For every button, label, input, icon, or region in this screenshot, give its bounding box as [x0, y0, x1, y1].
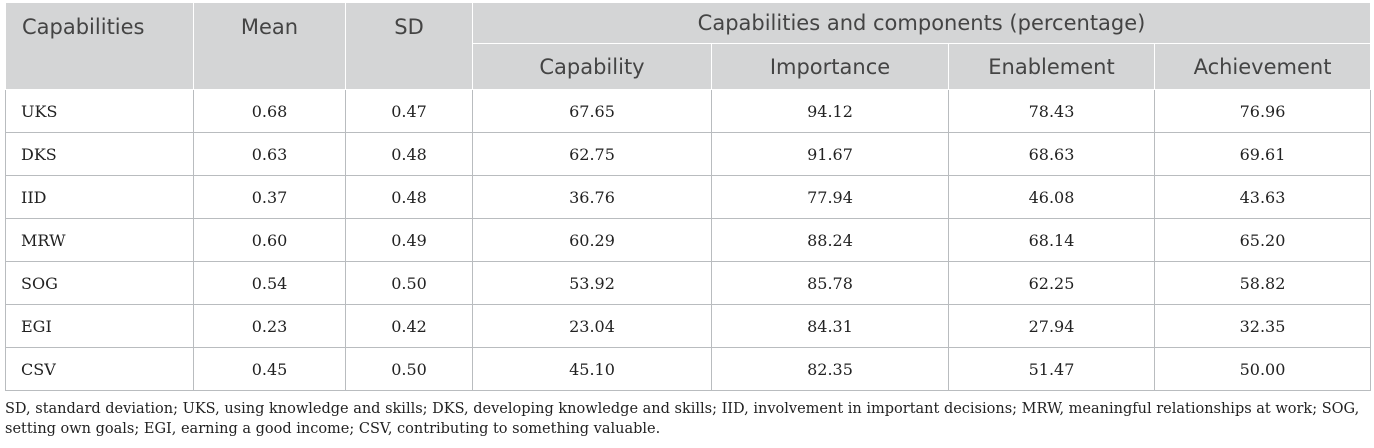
cell-sd: 0.48: [345, 175, 473, 219]
cell-capability: 45.10: [472, 347, 712, 391]
cell-sd: 0.47: [345, 89, 473, 133]
table-row: SOG 0.54 0.50 53.92 85.78 62.25 58.82: [5, 261, 1372, 305]
header-group: Capabilities and components (percentage): [471, 2, 1372, 44]
table-footnote: SD, standard deviation; UKS, using knowl…: [5, 401, 1360, 437]
table-row: EGI 0.23 0.42 23.04 84.31 27.94 32.35: [5, 304, 1372, 348]
cell-enablement: 51.47: [948, 347, 1155, 391]
table-body: UKS 0.68 0.47 67.65 94.12 78.43 76.96 DKS 0.63 0.…: [5, 89, 1372, 391]
cell-mean: 0.37: [193, 175, 346, 219]
cell-achievement: 76.96: [1153, 89, 1372, 133]
header-importance: Importance: [711, 43, 949, 90]
cell-mean: 0.23: [193, 304, 346, 348]
table-container: Capabilities Mean SD Capabilities and co…: [5, 2, 1372, 391]
header-sd: SD: [345, 2, 473, 90]
table-row: DKS 0.63 0.48 62.75 91.67 68.63 69.61: [5, 132, 1372, 176]
cell-name: MRW: [5, 218, 194, 262]
cell-achievement: 65.20: [1153, 218, 1372, 262]
table-row: MRW 0.60 0.49 60.29 88.24 68.14 65.20: [5, 218, 1372, 262]
header-capabilities: Capabilities: [5, 2, 194, 90]
cell-enablement: 27.94: [948, 304, 1155, 348]
cell-importance: 91.67: [711, 132, 949, 176]
cell-capability: 23.04: [472, 304, 712, 348]
cell-capability: 62.75: [472, 132, 712, 176]
cell-importance: 94.12: [711, 89, 949, 133]
cell-enablement: 78.43: [948, 89, 1155, 133]
table-row: CSV 0.45 0.50 45.10 82.35 51.47 50.00: [5, 347, 1372, 391]
cell-importance: 84.31: [711, 304, 949, 348]
cell-sd: 0.48: [345, 132, 473, 176]
cell-name: EGI: [5, 304, 194, 348]
cell-importance: 77.94: [711, 175, 949, 219]
header-achievement: Achievement: [1153, 43, 1372, 90]
cell-enablement: 68.63: [948, 132, 1155, 176]
cell-capability: 36.76: [472, 175, 712, 219]
table-row: IID 0.37 0.48 36.76 77.94 46.08 43.63: [5, 175, 1372, 219]
cell-mean: 0.60: [193, 218, 346, 262]
cell-name: UKS: [5, 89, 194, 133]
cell-achievement: 32.35: [1153, 304, 1372, 348]
capabilities-table: Capabilities Mean SD Capabilities and co…: [5, 2, 1372, 391]
cell-enablement: 68.14: [948, 218, 1155, 262]
cell-capability: 53.92: [472, 261, 712, 305]
cell-name: SOG: [5, 261, 194, 305]
cell-name: DKS: [5, 132, 194, 176]
cell-achievement: 43.63: [1153, 175, 1372, 219]
cell-name: IID: [5, 175, 194, 219]
cell-importance: 85.78: [711, 261, 949, 305]
header-enablement: Enablement: [948, 43, 1155, 90]
cell-importance: 88.24: [711, 218, 949, 262]
cell-capability: 60.29: [472, 218, 712, 262]
cell-sd: 0.42: [345, 304, 473, 348]
cell-mean: 0.68: [193, 89, 346, 133]
cell-enablement: 46.08: [948, 175, 1155, 219]
cell-sd: 0.50: [345, 261, 473, 305]
cell-mean: 0.54: [193, 261, 346, 305]
cell-achievement: 50.00: [1153, 347, 1372, 391]
cell-mean: 0.45: [193, 347, 346, 391]
header-capability: Capability: [472, 43, 712, 90]
cell-capability: 67.65: [472, 89, 712, 133]
cell-enablement: 62.25: [948, 261, 1155, 305]
cell-importance: 82.35: [711, 347, 949, 391]
cell-mean: 0.63: [193, 132, 346, 176]
table-row: UKS 0.68 0.47 67.65 94.12 78.43 76.96: [5, 89, 1372, 133]
cell-sd: 0.49: [345, 218, 473, 262]
table-header: Capabilities Mean SD Capabilities and co…: [5, 2, 1372, 90]
header-mean: Mean: [193, 2, 346, 90]
cell-name: CSV: [5, 347, 194, 391]
cell-sd: 0.50: [345, 347, 473, 391]
cell-achievement: 69.61: [1153, 132, 1372, 176]
cell-achievement: 58.82: [1153, 261, 1372, 305]
